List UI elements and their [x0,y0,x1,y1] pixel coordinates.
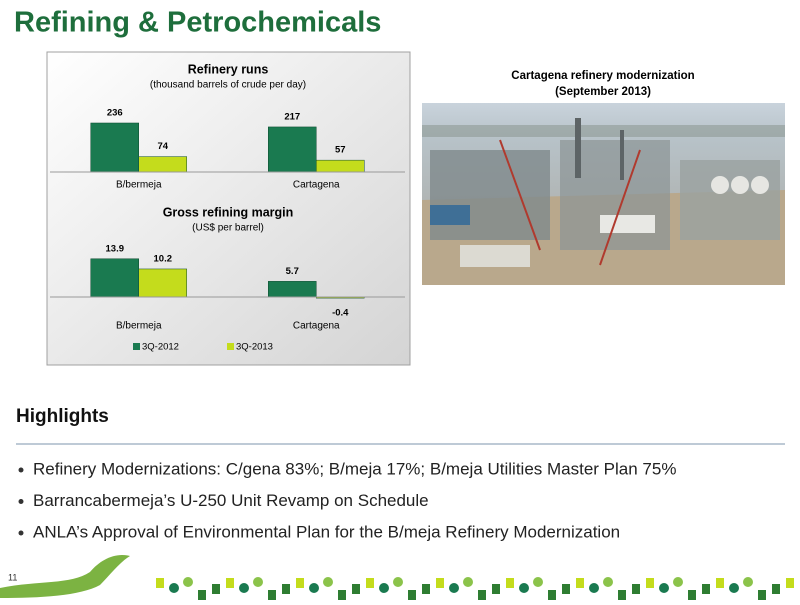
decor-icon [743,577,753,587]
page-number: 11 [8,572,17,582]
decor-icon [352,584,360,594]
decor-icon [646,578,654,588]
bullet-dot [18,467,24,473]
decor-icon [366,578,374,588]
decor-icon [519,583,529,593]
bullet-dot [18,499,24,504]
value-label: 57 [335,145,346,156]
decor-icon [379,583,389,593]
decor-icon [323,577,333,587]
decor-icon [729,583,739,593]
value-label: 236 [107,108,123,119]
photo [422,103,785,285]
decor-icon [268,590,276,600]
decor-icon [688,590,696,600]
decor-icon [632,584,640,594]
decor-icon [562,584,570,594]
slide-title: Refining & Petrochemicals [14,7,381,39]
decor-icon [183,577,193,587]
decor-icon [772,584,780,594]
legend-swatch [133,343,140,350]
decor-icon [198,590,206,600]
decor-icon [449,583,459,593]
decor-icon [702,584,710,594]
bullet-text: Refinery Modernizations: C/gena 83%; B/m… [33,459,676,478]
bullet-dot [18,530,24,536]
legend-swatch [227,343,234,350]
value-label: 217 [284,111,300,122]
bar [268,126,317,173]
decor-icon [589,583,599,593]
legend-label: 3Q-2012 [142,342,179,353]
x-tick-label: Cartagena [293,321,340,332]
decor-icon [758,590,766,600]
decor-icon [226,578,234,588]
decor-icon [576,578,584,588]
decor-icon [422,584,430,594]
bar [138,156,187,173]
bar [316,159,365,173]
decor-icon [296,578,304,588]
bar [90,122,139,173]
chart-subtitle: (US$ per barrel) [192,223,264,234]
decor-icon [506,578,514,588]
iguana [0,554,130,598]
decor-icon [786,578,794,588]
bullet-text: Barrancabermeja’s U-250 Unit Revamp on S… [33,491,429,510]
x-tick-label: B/bermeja [116,321,162,332]
value-label: 13.9 [106,243,125,254]
chart-title: Refinery runs [188,62,269,76]
decor-icon [716,578,724,588]
chart-subtitle: (thousand barrels of crude per day) [150,80,306,91]
decor-icon [533,577,543,587]
bullet-text: ANLA’s Approval of Environmental Plan fo… [33,522,620,541]
bar [268,281,317,298]
decor-icon [338,590,346,600]
value-label: 74 [157,141,168,152]
decor-icon [463,577,473,587]
x-tick-label: Cartagena [293,180,340,191]
image-caption: (September 2013) [555,86,651,98]
decor-icon [282,584,290,594]
value-label: -0.4 [332,308,349,319]
decor-icon [659,583,669,593]
decor-icon [618,590,626,600]
value-label: 10.2 [154,253,173,264]
decor-icon [169,583,179,593]
footer-decor [156,577,794,600]
decor-icon [492,584,500,594]
decor-icon [156,578,164,588]
decor-icon [436,578,444,588]
x-tick-label: B/bermeja [116,180,162,191]
decor-icon [393,577,403,587]
decor-icon [212,584,220,594]
decor-icon [603,577,613,587]
value-label: 5.7 [286,266,299,277]
chart-panel [46,51,411,366]
chart-title: Gross refining margin [163,205,294,219]
decor-icon [408,590,416,600]
legend-label: 3Q-2013 [236,342,273,353]
decor-icon [253,577,263,587]
bar [90,258,139,298]
decor-icon [673,577,683,587]
decor-icon [239,583,249,593]
decor-icon [548,590,556,600]
decor-icon [309,583,319,593]
decor-icon [478,590,486,600]
image-caption: Cartagena refinery modernization [511,70,694,82]
highlights-heading: Highlights [16,406,109,427]
bar [138,268,187,298]
